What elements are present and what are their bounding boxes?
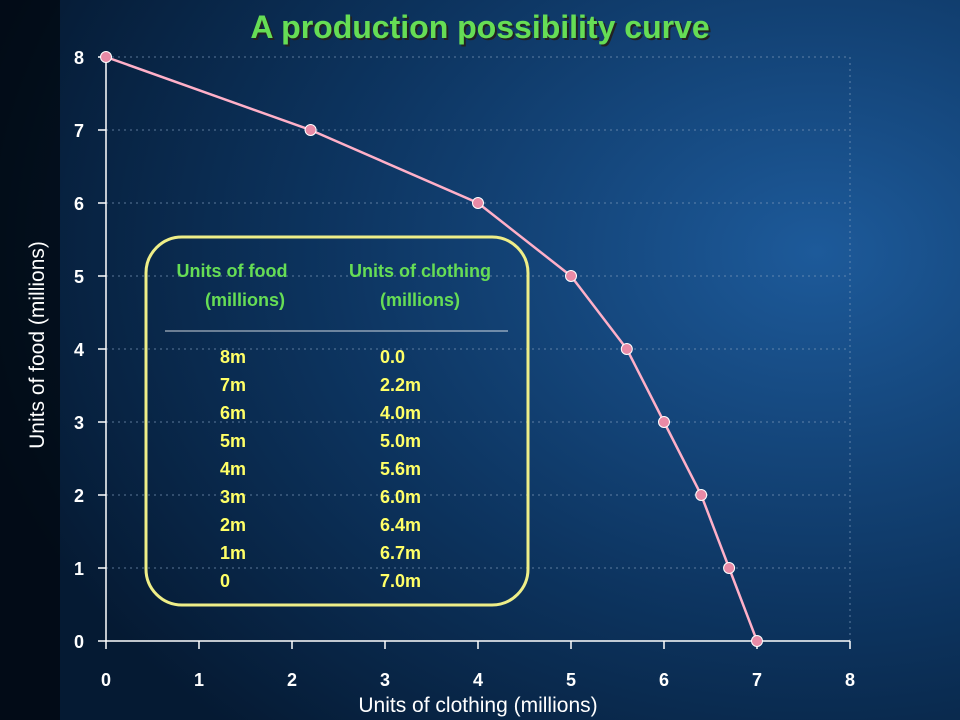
- y-tick-label: 2: [74, 486, 84, 506]
- y-tick-label: 3: [74, 413, 84, 433]
- table-cell-clothing: 6.7m: [380, 543, 421, 563]
- table-cell-clothing: 4.0m: [380, 403, 421, 423]
- table-header-food-line1: Units of food: [177, 261, 288, 281]
- series: [100, 51, 763, 647]
- table-header-clothing-line1: Units of clothing: [349, 261, 491, 281]
- x-tick-label: 1: [194, 670, 204, 690]
- x-tick-label: 5: [566, 670, 576, 690]
- table-cell-clothing: 7.0m: [380, 571, 421, 591]
- table-cell-food: 0: [220, 571, 230, 591]
- y-tick-label: 6: [74, 194, 84, 214]
- y-tick-label: 0: [74, 632, 84, 652]
- y-tick-label: 4: [74, 340, 84, 360]
- table-cell-clothing: 5.6m: [380, 459, 421, 479]
- axes: [98, 56, 851, 649]
- data-point: [695, 489, 708, 501]
- data-table: Units of food (millions) Units of clothi…: [144, 235, 530, 607]
- data-point: [658, 416, 670, 428]
- y-axis-label: Units of food (millions): [26, 241, 49, 449]
- table-cell-clothing: 6.0m: [380, 487, 421, 507]
- x-tick-label: 0: [101, 670, 111, 690]
- table-cell-food: 7m: [220, 375, 246, 395]
- table-cell-food: 5m: [220, 431, 246, 451]
- data-point: [100, 51, 112, 63]
- table-header-food-line2: (millions): [205, 290, 285, 310]
- table-cell-clothing: 0.0: [380, 347, 405, 367]
- table-cell-food: 4m: [220, 459, 246, 479]
- table-cell-clothing: 5.0m: [380, 431, 421, 451]
- left-dark-band: [0, 0, 60, 720]
- table-cell-clothing: 6.4m: [380, 515, 421, 535]
- table-cell-food: 3m: [220, 487, 246, 507]
- data-point: [620, 343, 633, 355]
- x-tick-label: 4: [473, 670, 483, 690]
- data-point: [723, 562, 736, 574]
- x-tick-label: 2: [287, 670, 297, 690]
- chart-title: A production possibility curve: [250, 9, 709, 45]
- data-point: [304, 124, 317, 136]
- y-tick-labels: 0 1 2 3 4 5 6 7 8: [74, 48, 84, 652]
- table-cell-food: 8m: [220, 347, 246, 367]
- y-tick-label: 8: [74, 48, 84, 68]
- table-cell-clothing: 2.2m: [380, 375, 421, 395]
- table-cell-food: 2m: [220, 515, 246, 535]
- data-point: [751, 635, 763, 647]
- x-tick-label: 6: [659, 670, 669, 690]
- x-tick-label: 8: [845, 670, 855, 690]
- y-tick-label: 1: [74, 559, 84, 579]
- table-cell-food: 6m: [220, 403, 246, 423]
- x-tick-label: 7: [752, 670, 762, 690]
- table-cell-food: 1m: [220, 543, 246, 563]
- data-point: [472, 197, 484, 209]
- y-tick-label: 5: [74, 267, 84, 287]
- data-point: [565, 270, 577, 282]
- table-header-clothing-line2: (millions): [380, 290, 460, 310]
- table-rows: 8m 0.0 7m 2.2m 6m 4.0m 5m 5.0m 4m 5.6m 3m 6.0m 2m 6.4…: [220, 347, 421, 591]
- x-tick-labels: 0 1 2 3 4 5 6 7 8: [101, 670, 855, 690]
- table-box: [144, 235, 530, 607]
- x-tick-label: 3: [380, 670, 390, 690]
- x-axis-label: Units of clothing (millions): [358, 694, 597, 717]
- y-tick-label: 7: [74, 121, 84, 141]
